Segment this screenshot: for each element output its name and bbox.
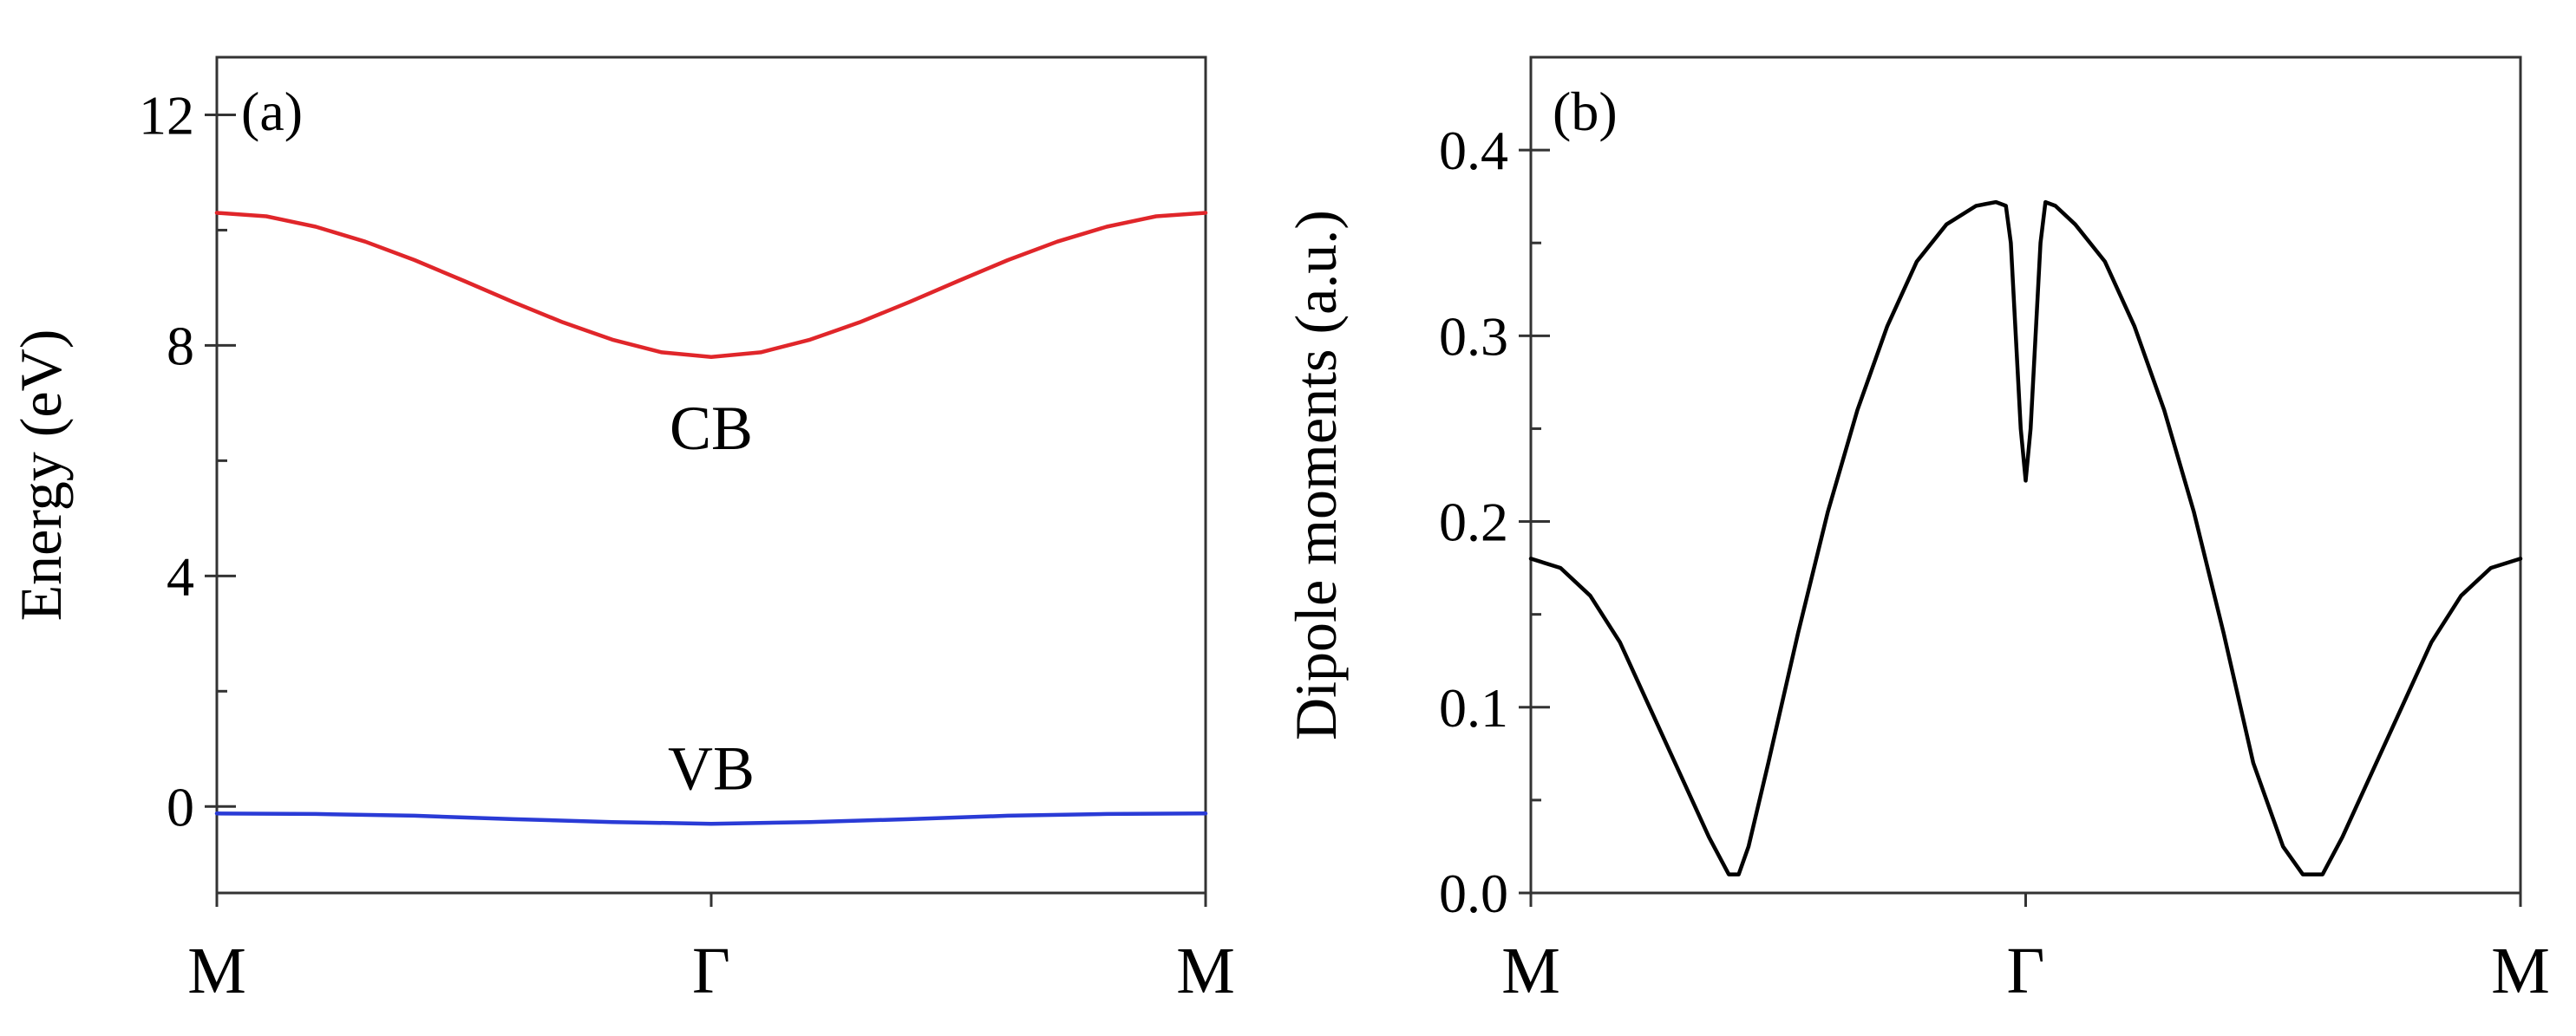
panel-label: (a) <box>241 81 303 142</box>
panel-b-dipole-moments: 0.0 0.1 0.2 0.3 0.4 M Γ M Dipole moments (a.u.) (… <box>1283 55 2550 1007</box>
x-tick-label: Γ <box>692 935 730 1007</box>
panel-a-energy-bands: 0 4 8 12 M Γ M Energy (eV) (a) CB VB <box>8 55 1235 1007</box>
x-tick-label: M <box>1176 935 1235 1007</box>
y-tick-label: 8 <box>167 315 194 376</box>
annotation-cb: CB <box>670 394 753 463</box>
y-tick-label: 12 <box>139 84 194 146</box>
y-tick-label: 0.0 <box>1439 863 1508 924</box>
series-line-cb <box>214 211 1208 359</box>
y-tick-label: 0.2 <box>1439 492 1508 553</box>
y-tick-label: 0.1 <box>1439 677 1508 739</box>
y-tick-label: 0.3 <box>1439 305 1508 367</box>
x-tick-label: M <box>1501 935 1560 1007</box>
series-line-vb <box>214 811 1208 826</box>
annotation-vb: VB <box>668 733 755 803</box>
y-tick-label: 0 <box>167 776 194 837</box>
y-axis-label: Energy (eV) <box>8 329 74 622</box>
y-tick-label: 4 <box>167 545 194 607</box>
x-tick-label: Γ <box>2007 935 2045 1007</box>
y-axis-label: Dipole moments (a.u.) <box>1283 210 1349 740</box>
panel-label: (b) <box>1553 81 1618 142</box>
x-tick-label: M <box>2491 935 2550 1007</box>
series-line-dipole <box>1528 199 2523 876</box>
x-tick-label: M <box>187 935 246 1007</box>
y-tick-label: 0.4 <box>1439 120 1508 181</box>
